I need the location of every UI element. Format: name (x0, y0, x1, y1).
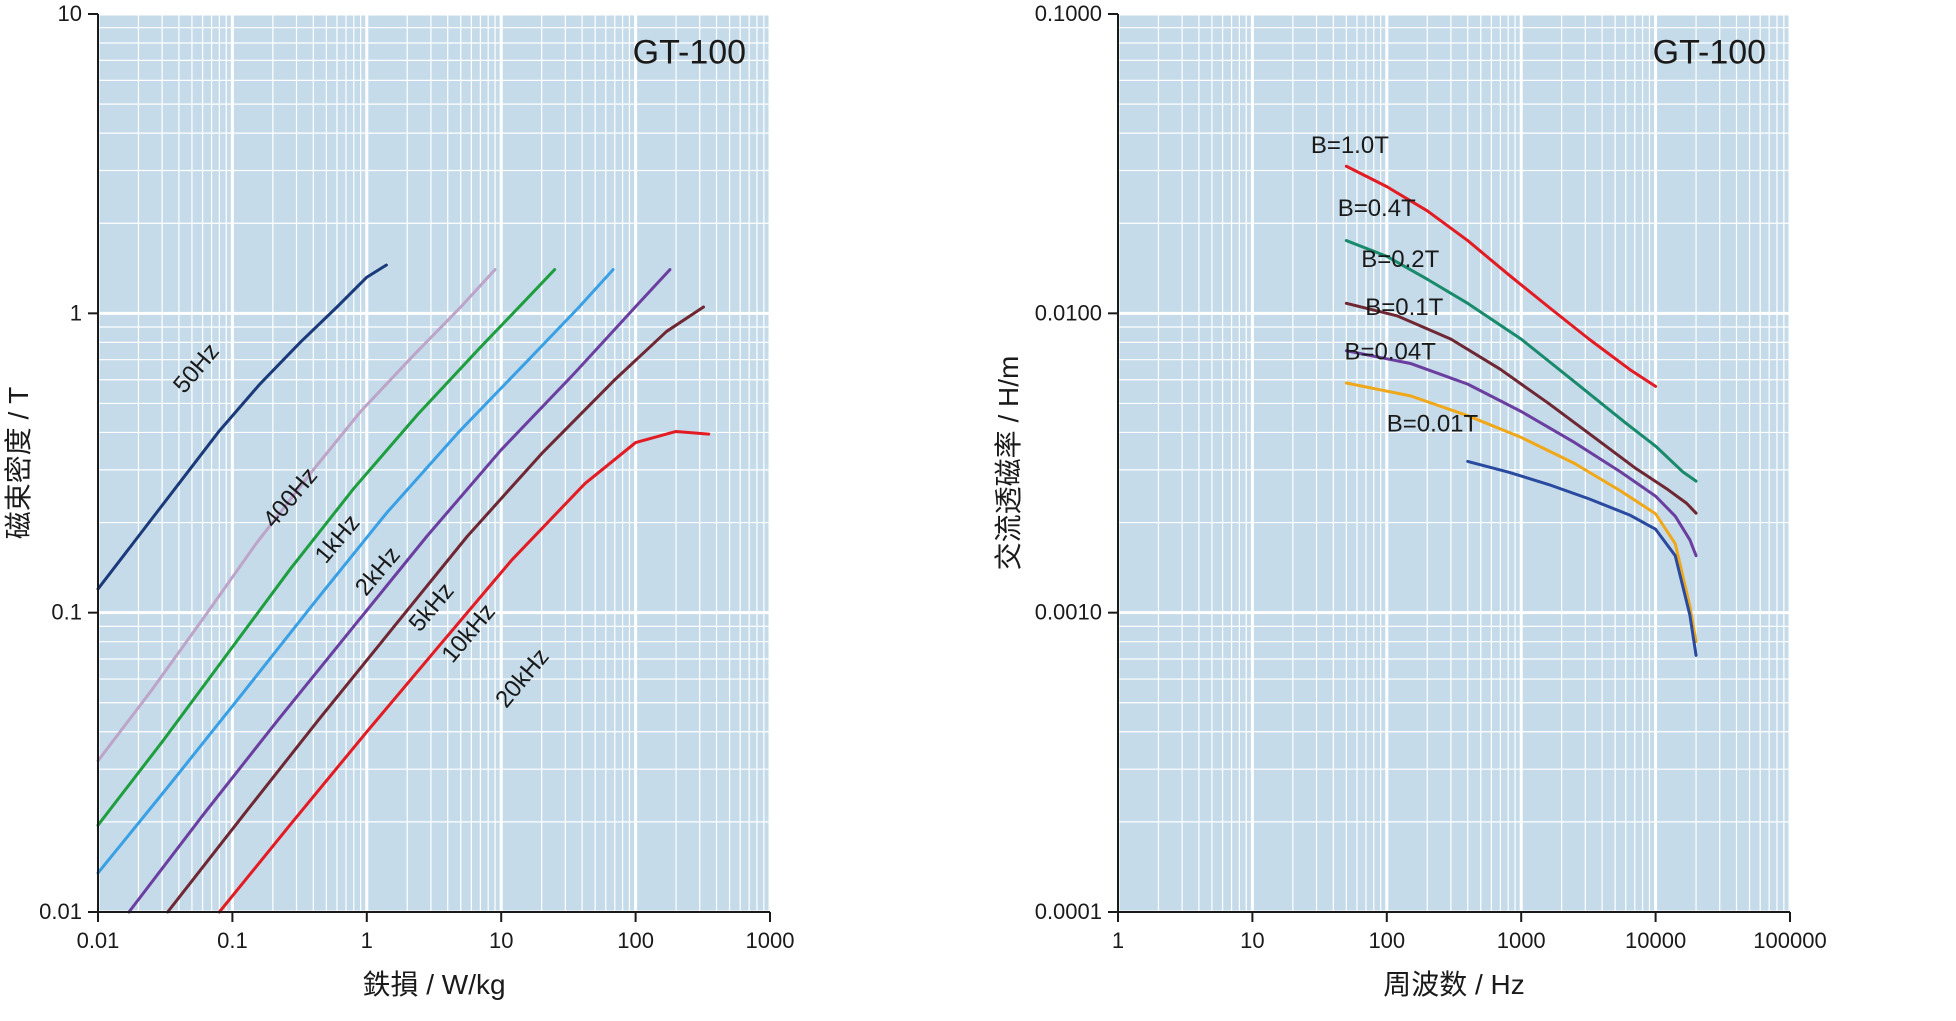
x-axis-label: 周波数 / Hz (1383, 969, 1525, 1000)
x-tick-label: 1 (1112, 928, 1124, 953)
y-tick-label: 0.01 (39, 899, 82, 924)
y-tick-label: 10 (58, 1, 82, 26)
plot-background (98, 14, 770, 912)
right-chart-panel: B=1.0T B=0.4T B=0.2T B=0.1T B=0.04T B=0.01T 1 1… (978, 0, 1956, 1021)
y-tick-label: 0.0100 (1035, 300, 1102, 325)
charts-container: 50Hz400Hz1kHz2kHz5kHz10kHz20kHz0.010.111… (0, 0, 1956, 1021)
chart-title: GT-100 (633, 33, 746, 71)
x-tick-label: 1 (361, 928, 373, 953)
x-tick-label: 100000 (1753, 928, 1826, 953)
chart-svg: B=1.0T B=0.4T B=0.2T B=0.1T B=0.04T B=0.01T 1 1… (978, 0, 1956, 1021)
x-tick-label: 10000 (1625, 928, 1686, 953)
series-label: B=0.1T (1365, 294, 1443, 321)
y-axis-label: 交流透磁率 / H/m (993, 356, 1024, 571)
x-tick-label: 0.01 (77, 928, 120, 953)
series-label: B=0.4T (1338, 195, 1416, 222)
x-tick-label: 100 (617, 928, 654, 953)
chart-title: GT-100 (1653, 33, 1766, 71)
x-tick-label: 0.1 (217, 928, 248, 953)
y-tick-label: 0.1 (51, 600, 82, 625)
x-tick-label: 1000 (1497, 928, 1546, 953)
x-tick-label: 10 (1240, 928, 1264, 953)
x-tick-label: 100 (1368, 928, 1405, 953)
series-label: B=0.01T (1387, 411, 1479, 438)
x-tick-label: 10 (489, 928, 513, 953)
y-tick-label: 0.0001 (1035, 899, 1102, 924)
y-axis-label: 磁束密度 / T (3, 387, 34, 539)
y-tick-label: 0.0010 (1035, 600, 1102, 625)
series-label: B=0.2T (1361, 246, 1439, 273)
series-label: B=0.04T (1344, 339, 1436, 366)
y-tick-label: 0.1000 (1035, 1, 1102, 26)
x-axis-label: 鉄損 / W/kg (362, 969, 505, 1000)
x-tick-label: 1000 (746, 928, 795, 953)
y-tick-label: 1 (70, 300, 82, 325)
chart-svg: 50Hz400Hz1kHz2kHz5kHz10kHz20kHz0.010.111… (0, 0, 978, 1021)
plot-background (1118, 14, 1790, 912)
left-chart-panel: 50Hz400Hz1kHz2kHz5kHz10kHz20kHz0.010.111… (0, 0, 978, 1021)
series-label: B=1.0T (1311, 132, 1389, 159)
